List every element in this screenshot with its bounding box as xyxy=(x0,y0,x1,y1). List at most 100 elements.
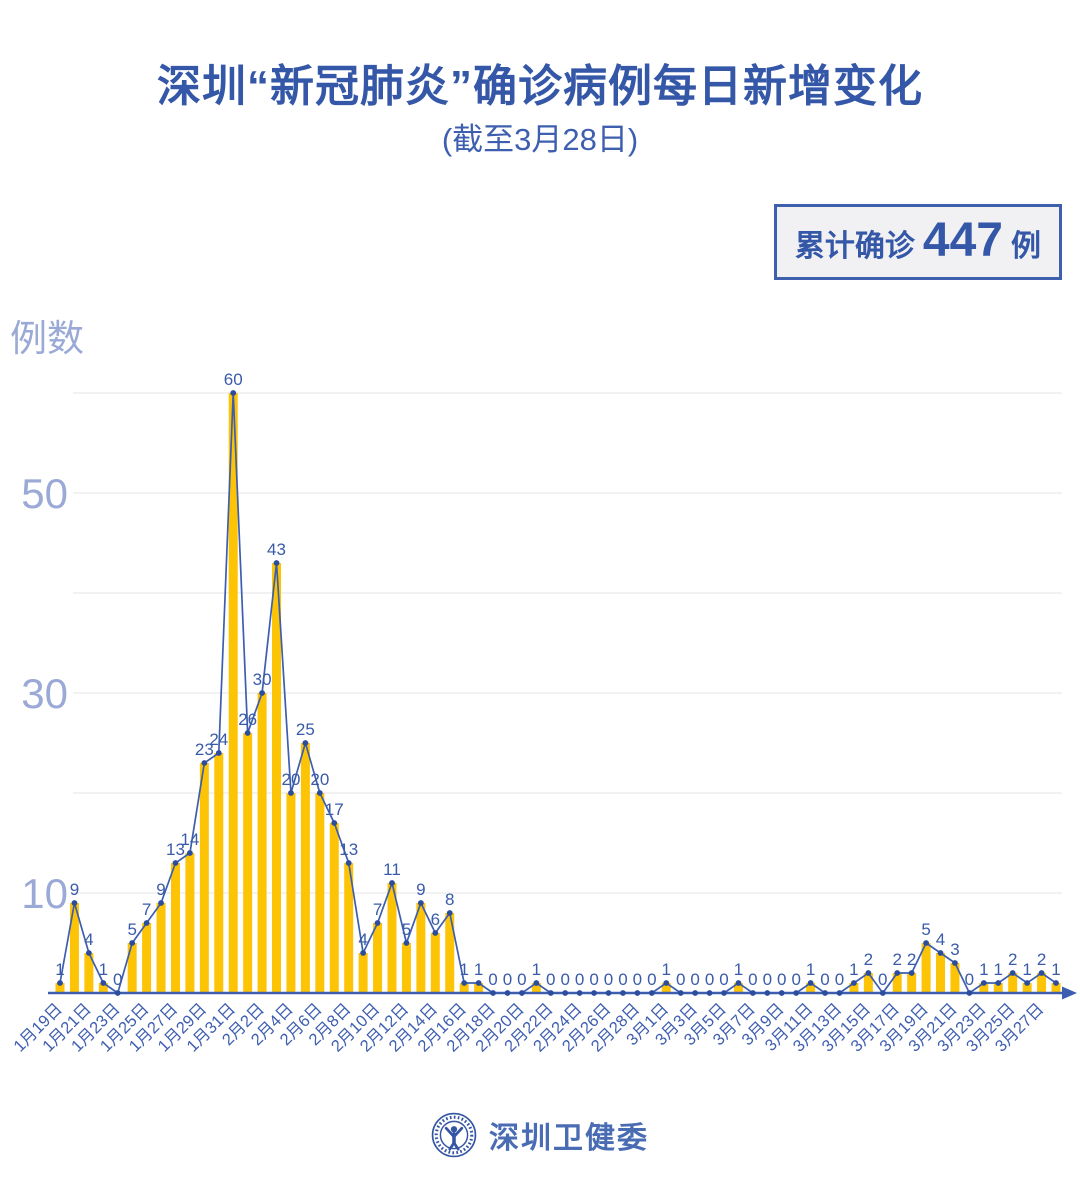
bar xyxy=(358,953,368,993)
point-marker xyxy=(215,750,222,756)
point-marker xyxy=(417,900,424,906)
value-label: 1 xyxy=(99,960,108,979)
bar xyxy=(907,973,917,993)
bar xyxy=(98,983,108,993)
value-label: 7 xyxy=(142,900,151,919)
bar xyxy=(993,983,1003,993)
point-marker xyxy=(432,930,439,936)
value-label: 0 xyxy=(835,970,844,989)
value-label: 0 xyxy=(705,970,714,989)
point-marker xyxy=(937,950,944,956)
value-label: 7 xyxy=(373,900,382,919)
point-marker xyxy=(331,820,338,826)
value-label: 1 xyxy=(1022,960,1031,979)
x-axis-arrow-icon xyxy=(1062,986,1077,1000)
value-label: 2 xyxy=(907,950,916,969)
bar xyxy=(329,823,339,993)
point-marker xyxy=(923,940,929,946)
value-label: 4 xyxy=(84,930,93,949)
point-marker xyxy=(793,990,800,996)
value-label: 0 xyxy=(589,970,598,989)
value-label: 60 xyxy=(224,370,243,389)
bar xyxy=(863,973,873,993)
value-label: 2 xyxy=(864,950,873,969)
point-marker xyxy=(677,990,684,996)
value-label: 17 xyxy=(325,800,344,819)
point-marker xyxy=(634,990,641,996)
value-label: 1 xyxy=(1051,960,1060,979)
page-subtitle: (截至3月28日) xyxy=(441,122,639,157)
bar xyxy=(228,393,238,993)
bar xyxy=(286,793,296,993)
cumulative-total-badge: 累计确诊 447 例 xyxy=(773,204,1062,280)
bar xyxy=(892,973,902,993)
point-marker xyxy=(244,730,251,736)
point-marker xyxy=(851,980,857,986)
value-label: 2 xyxy=(1037,950,1046,969)
bar xyxy=(445,913,455,993)
footer: 深圳卫健委 xyxy=(0,1108,1080,1162)
bar xyxy=(401,943,411,993)
bar xyxy=(849,983,859,993)
point-marker xyxy=(143,920,150,926)
value-label: 0 xyxy=(690,970,699,989)
point-marker xyxy=(620,990,626,996)
value-label: 13 xyxy=(166,840,185,859)
point-marker xyxy=(475,980,482,986)
point-marker xyxy=(562,990,569,996)
point-marker xyxy=(735,980,742,986)
point-marker xyxy=(721,990,727,996)
point-marker xyxy=(389,880,395,886)
point-marker xyxy=(692,990,699,996)
value-label: 20 xyxy=(310,770,329,789)
footer-org-name: 深圳卫健委 xyxy=(489,1122,649,1155)
value-label: 0 xyxy=(604,970,613,989)
point-marker xyxy=(980,980,987,986)
bar xyxy=(272,563,282,993)
bar xyxy=(344,863,354,993)
value-label: 0 xyxy=(965,970,974,989)
point-marker xyxy=(71,900,78,906)
badge-unit-label: 例 xyxy=(1011,230,1041,263)
point-marker xyxy=(114,990,121,996)
value-label: 0 xyxy=(633,970,642,989)
point-marker xyxy=(1024,980,1031,986)
value-label: 6 xyxy=(431,910,440,929)
bar xyxy=(156,903,166,993)
value-label: 0 xyxy=(647,970,656,989)
value-label: 25 xyxy=(296,720,315,739)
y-tick-label: 10 xyxy=(21,870,68,917)
value-label: 0 xyxy=(878,970,887,989)
value-label: 9 xyxy=(156,880,165,899)
value-label: 1 xyxy=(532,960,541,979)
value-label: 0 xyxy=(503,970,512,989)
point-marker xyxy=(490,990,496,996)
point-marker xyxy=(519,990,525,996)
bar xyxy=(243,733,253,993)
bar xyxy=(950,963,960,993)
bar xyxy=(387,883,397,993)
point-marker xyxy=(822,990,828,996)
bar xyxy=(806,983,816,993)
value-label: 0 xyxy=(546,970,555,989)
bar xyxy=(199,763,209,993)
value-label: 0 xyxy=(748,970,757,989)
point-marker xyxy=(360,950,367,956)
value-label: 3 xyxy=(950,940,959,959)
value-label: 1 xyxy=(994,960,1003,979)
shenzhen-health-commission-logo-icon xyxy=(431,1112,477,1158)
daily-cases-chart: 1030501941057913142324602630432025201713… xyxy=(10,370,1077,1056)
value-label: 9 xyxy=(416,880,425,899)
value-label: 1 xyxy=(459,960,468,979)
value-label: 4 xyxy=(936,930,945,949)
value-label: 4 xyxy=(358,930,367,949)
point-marker xyxy=(706,990,713,996)
point-marker xyxy=(807,980,814,986)
point-marker xyxy=(908,970,915,976)
value-label: 0 xyxy=(488,970,497,989)
point-marker xyxy=(288,790,294,796)
point-marker xyxy=(836,990,843,996)
bar xyxy=(69,903,79,993)
point-marker xyxy=(952,960,958,966)
value-label: 1 xyxy=(662,960,671,979)
